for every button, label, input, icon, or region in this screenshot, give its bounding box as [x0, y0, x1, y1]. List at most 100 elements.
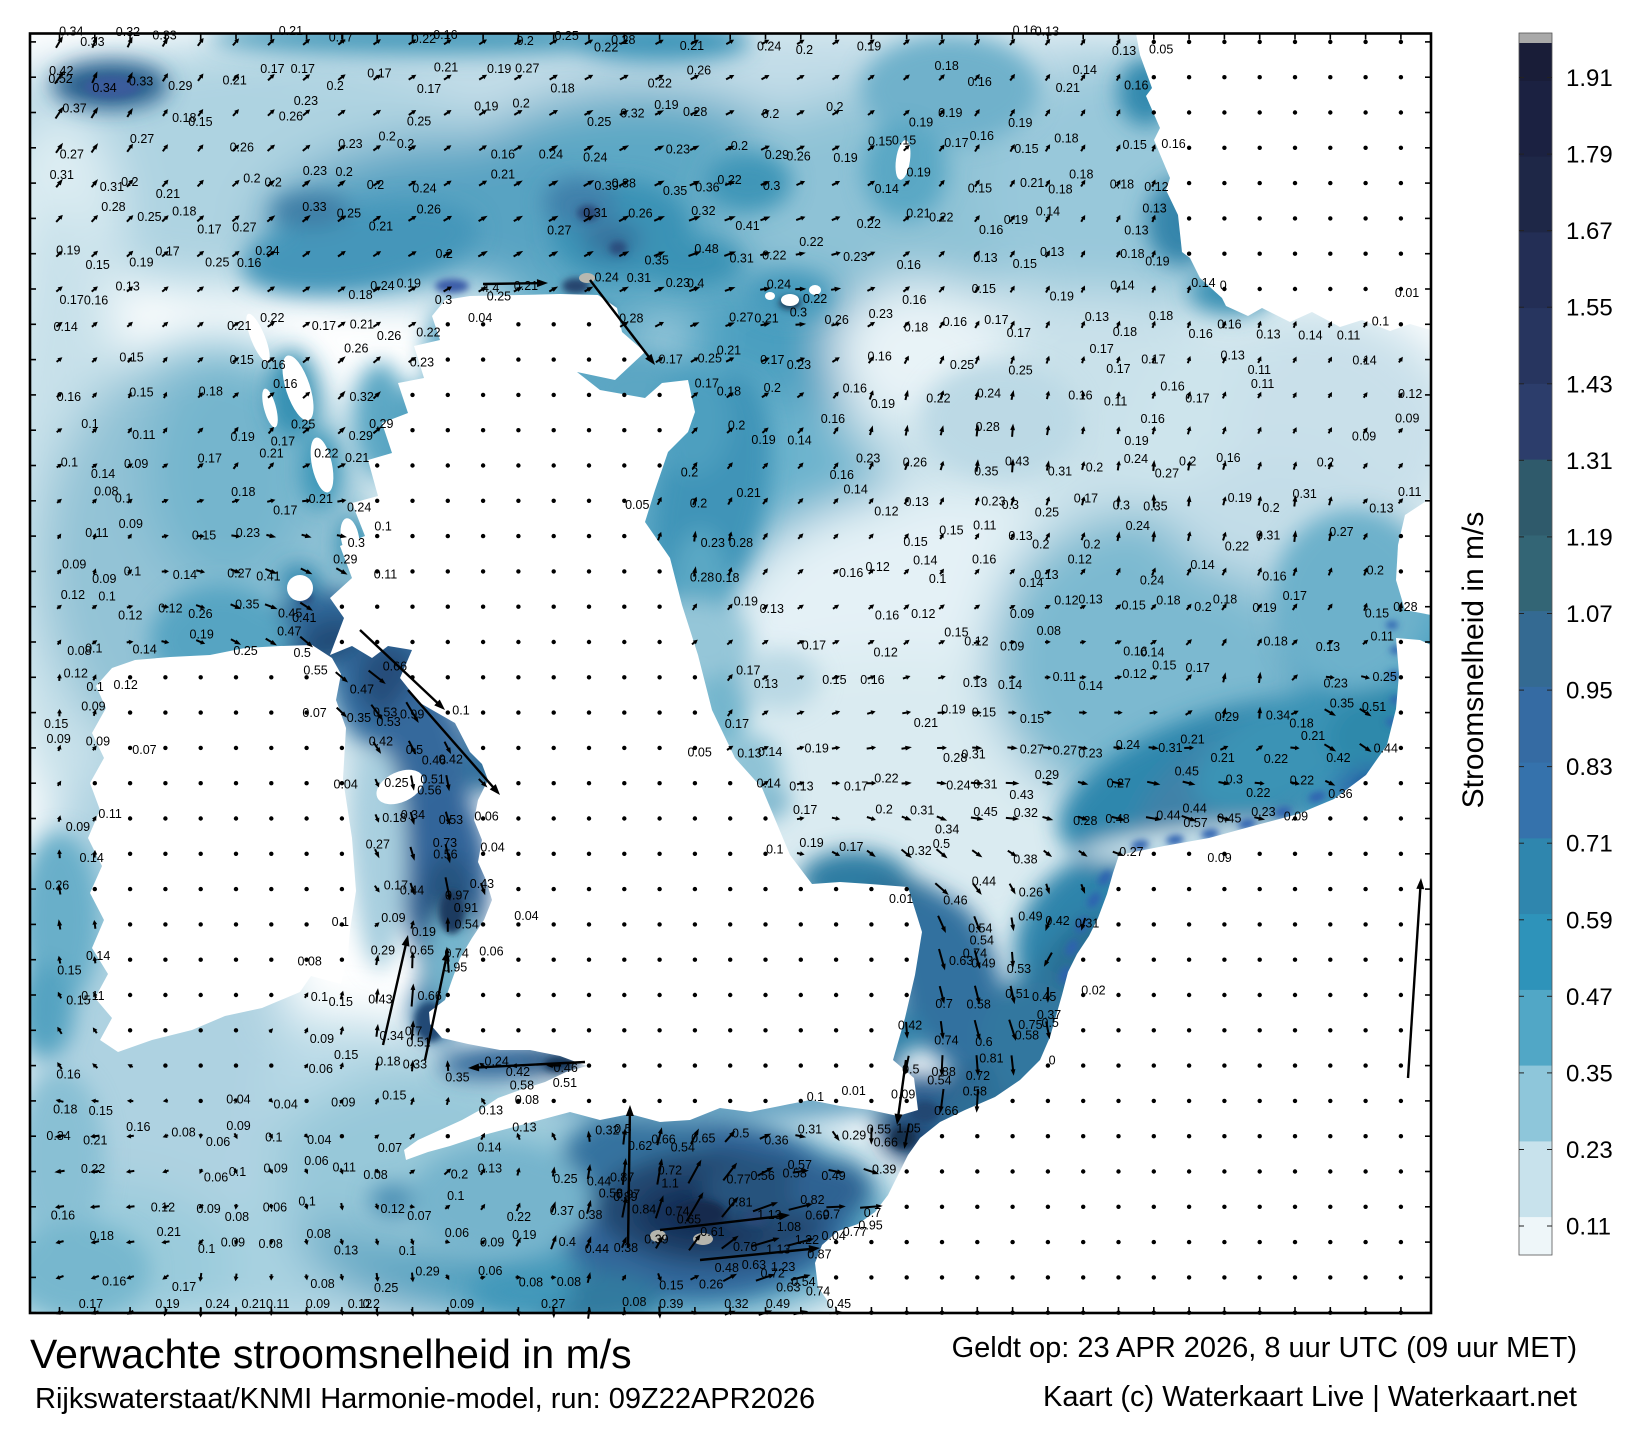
svg-text:0.22: 0.22 — [416, 326, 440, 340]
svg-text:0.84: 0.84 — [632, 1202, 656, 1216]
svg-text:0.09: 0.09 — [480, 1235, 504, 1249]
svg-text:0.17: 0.17 — [79, 1297, 103, 1311]
svg-text:0.14: 0.14 — [133, 643, 157, 657]
svg-text:0.5: 0.5 — [933, 837, 950, 851]
svg-text:0.09: 0.09 — [264, 1162, 288, 1176]
svg-text:0.09: 0.09 — [331, 1096, 355, 1110]
svg-text:0.26: 0.26 — [230, 141, 254, 155]
svg-text:0.2: 0.2 — [796, 43, 813, 57]
svg-text:0.2: 0.2 — [1032, 537, 1049, 551]
svg-text:0.08: 0.08 — [310, 1277, 334, 1291]
svg-text:0.19: 0.19 — [1252, 601, 1276, 615]
svg-text:0.11: 0.11 — [333, 1160, 356, 1174]
svg-text:0.16: 0.16 — [843, 382, 867, 396]
svg-text:0.87: 0.87 — [610, 1171, 634, 1185]
svg-text:0.13: 0.13 — [1142, 202, 1166, 216]
svg-text:0.5: 0.5 — [294, 646, 311, 660]
svg-text:0.44: 0.44 — [1374, 741, 1398, 755]
svg-text:0.06: 0.06 — [263, 1201, 287, 1215]
svg-text:0.26: 0.26 — [699, 1277, 723, 1291]
svg-text:0.32: 0.32 — [1014, 806, 1038, 820]
svg-text:0.35: 0.35 — [663, 184, 687, 198]
svg-text:0.23: 0.23 — [338, 137, 362, 151]
svg-text:0.09: 0.09 — [1000, 639, 1024, 653]
svg-text:0.51: 0.51 — [1005, 987, 1029, 1001]
svg-text:0.18: 0.18 — [1213, 592, 1237, 606]
svg-text:0.65: 0.65 — [410, 943, 434, 957]
svg-text:0.13: 0.13 — [512, 1121, 536, 1135]
svg-text:1.55: 1.55 — [1566, 295, 1613, 322]
svg-text:1.43: 1.43 — [1566, 371, 1613, 398]
svg-text:0.19: 0.19 — [1145, 254, 1169, 268]
svg-text:0.17: 0.17 — [260, 62, 284, 76]
svg-text:0.16: 0.16 — [261, 358, 285, 372]
svg-text:0.24: 0.24 — [583, 151, 607, 165]
svg-text:0.2: 0.2 — [690, 497, 707, 511]
svg-text:0.2: 0.2 — [875, 803, 892, 817]
svg-text:0.11: 0.11 — [1398, 485, 1421, 499]
svg-text:0.15: 0.15 — [119, 350, 143, 364]
svg-text:0.17: 0.17 — [198, 452, 222, 466]
svg-text:0.16: 0.16 — [972, 553, 996, 567]
svg-text:Geldt op: 23 APR 2026, 8 uur U: Geldt op: 23 APR 2026, 8 uur UTC (09 uur… — [952, 1332, 1577, 1364]
svg-text:0.54: 0.54 — [455, 917, 479, 931]
svg-text:0.18: 0.18 — [1156, 593, 1180, 607]
svg-text:0.09: 0.09 — [306, 1297, 330, 1311]
svg-text:0.77: 0.77 — [727, 1172, 751, 1186]
svg-text:0.54: 0.54 — [791, 1275, 815, 1289]
svg-text:0.27: 0.27 — [60, 148, 84, 162]
svg-text:0.2: 0.2 — [1179, 454, 1196, 468]
svg-text:0.17: 0.17 — [417, 82, 441, 96]
svg-text:0.19: 0.19 — [751, 433, 775, 447]
svg-text:4.4: 4.4 — [482, 281, 499, 295]
svg-text:0.65: 0.65 — [677, 1213, 701, 1227]
svg-text:0.21: 0.21 — [223, 73, 247, 87]
svg-text:0.06: 0.06 — [479, 944, 503, 958]
svg-text:0.11: 0.11 — [1337, 329, 1360, 343]
svg-text:0.88: 0.88 — [932, 1065, 956, 1079]
svg-text:0.39: 0.39 — [644, 1233, 668, 1247]
svg-text:0.25: 0.25 — [1373, 670, 1397, 684]
svg-text:0.3: 0.3 — [763, 179, 780, 193]
svg-text:0.16: 0.16 — [902, 293, 926, 307]
svg-text:0.49: 0.49 — [821, 1169, 845, 1183]
svg-text:0.2: 0.2 — [1262, 501, 1279, 515]
svg-text:0.81: 0.81 — [728, 1195, 752, 1209]
svg-text:0.45: 0.45 — [1217, 812, 1241, 826]
svg-text:0.09: 0.09 — [62, 558, 86, 572]
svg-text:0.24: 0.24 — [205, 1297, 229, 1311]
svg-text:0.83: 0.83 — [1566, 754, 1613, 781]
svg-text:0.17: 0.17 — [1106, 362, 1130, 376]
svg-text:0.32: 0.32 — [116, 25, 140, 39]
svg-text:0.22: 0.22 — [1246, 786, 1270, 800]
svg-text:Stroomsnelheid in m/s: Stroomsnelheid in m/s — [1457, 512, 1490, 809]
svg-text:0.29: 0.29 — [333, 553, 357, 567]
svg-text:0: 0 — [1220, 279, 1227, 293]
svg-text:0.31: 0.31 — [961, 747, 985, 761]
svg-text:0.19: 0.19 — [155, 1297, 179, 1311]
svg-text:0.2: 0.2 — [336, 165, 353, 179]
svg-text:0.15: 0.15 — [1013, 257, 1037, 271]
svg-text:0.17: 0.17 — [944, 136, 968, 150]
svg-text:0.42: 0.42 — [1045, 914, 1069, 928]
svg-text:0.16: 0.16 — [1068, 389, 1092, 403]
svg-text:0.31: 0.31 — [583, 206, 607, 220]
svg-text:0.66: 0.66 — [874, 1136, 898, 1150]
svg-text:0.51: 0.51 — [1362, 700, 1386, 714]
svg-text:0.11: 0.11 — [1251, 377, 1274, 391]
svg-text:0.23: 0.23 — [666, 143, 690, 157]
svg-text:0.19: 0.19 — [487, 62, 511, 76]
svg-text:0.31: 0.31 — [730, 252, 754, 266]
svg-text:0.15: 0.15 — [230, 353, 254, 367]
svg-text:0.35: 0.35 — [347, 711, 371, 725]
svg-text:0.2: 0.2 — [1086, 460, 1103, 474]
svg-text:0.09: 0.09 — [1010, 607, 1034, 621]
svg-text:0.01: 0.01 — [889, 892, 913, 906]
svg-text:0.15: 0.15 — [44, 717, 68, 731]
svg-text:0.12: 0.12 — [61, 588, 85, 602]
svg-text:Rijkswaterstaat/KNMI Harmonie-: Rijkswaterstaat/KNMI Harmonie-model, run… — [35, 1383, 815, 1415]
svg-text:0.29: 0.29 — [765, 148, 789, 162]
svg-text:0.28: 0.28 — [611, 33, 635, 47]
svg-text:0.17: 0.17 — [273, 504, 297, 518]
svg-text:0.34: 0.34 — [59, 25, 83, 39]
